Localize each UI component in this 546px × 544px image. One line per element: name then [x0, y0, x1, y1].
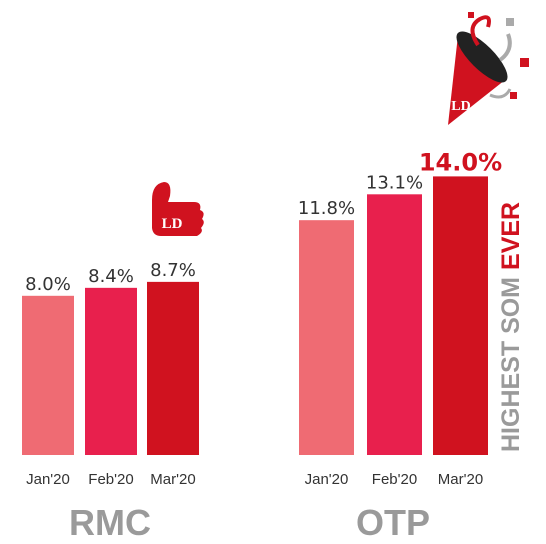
x-tick-label: Jan'20: [305, 471, 349, 488]
x-tick-label: Feb'20: [88, 471, 133, 488]
svg-text:LD: LD: [451, 99, 470, 114]
value-label: 13.1%: [366, 172, 423, 193]
x-tick-label: Mar'20: [150, 471, 195, 488]
value-label: 8.4%: [88, 266, 134, 287]
bar: [367, 194, 422, 455]
bar: [433, 176, 488, 455]
value-label: 8.0%: [25, 274, 71, 295]
bar: [147, 282, 199, 455]
svg-text:LD: LD: [162, 216, 183, 232]
x-tick-label: Jan'20: [26, 471, 70, 488]
value-label: 14.0%: [419, 148, 502, 176]
chart-title: RMC: [69, 502, 151, 543]
bar: [85, 288, 137, 455]
value-label: 8.7%: [150, 260, 196, 281]
x-tick-label: Feb'20: [372, 471, 417, 488]
chart-title: OTP: [356, 502, 430, 543]
chart: LD LD HIGHEST SOM EVER 8.0% Jan'20 8.4% Feb'…: [0, 0, 546, 544]
annotation-part: HIGHEST SOM: [497, 277, 525, 452]
bar: [22, 296, 74, 455]
bar: [299, 220, 354, 455]
annotation-part: EVER: [497, 202, 525, 270]
annotation: HIGHEST SOM EVER: [497, 202, 525, 452]
x-tick-label: Mar'20: [438, 471, 483, 488]
annotation-text: HIGHEST SOM EVER: [497, 202, 525, 452]
value-label: 11.8%: [298, 198, 355, 219]
